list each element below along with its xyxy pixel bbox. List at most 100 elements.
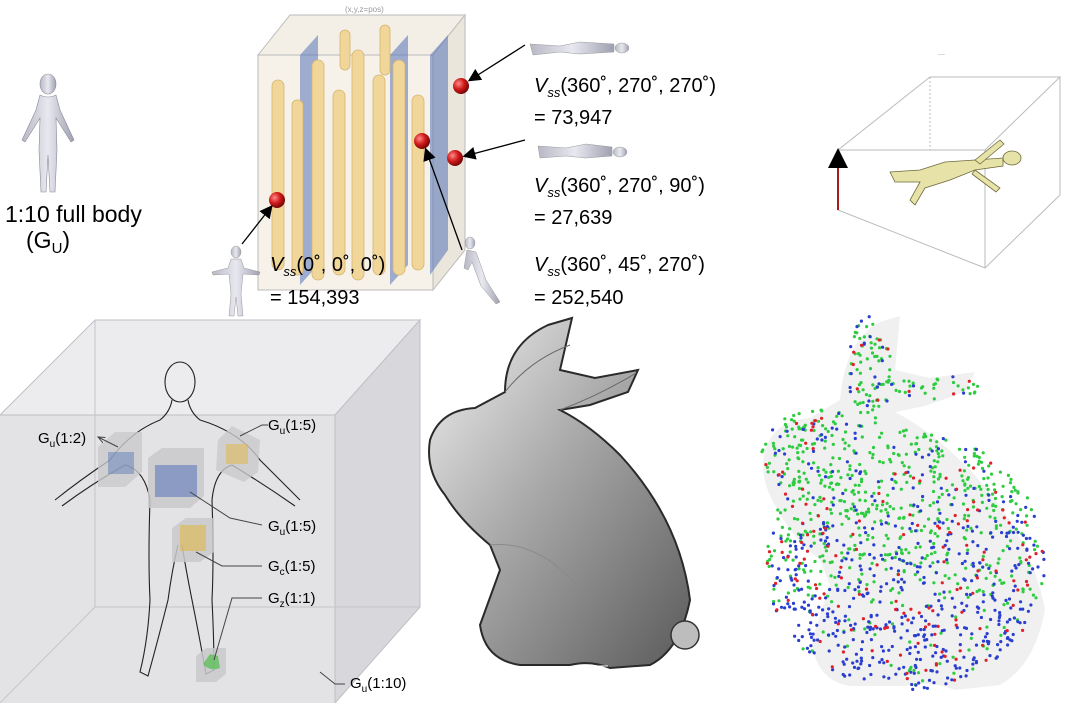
point-cloud-dot <box>765 561 769 565</box>
point-cloud-dot <box>944 438 948 442</box>
point-cloud-dot <box>809 635 814 640</box>
point-cloud-dot <box>845 644 850 648</box>
point-cloud-dot <box>978 627 982 631</box>
point-cloud-dot <box>934 662 939 666</box>
point-cloud-dot <box>822 618 826 623</box>
point-cloud-dot <box>885 582 889 586</box>
point-cloud-dot <box>861 511 865 516</box>
point-cloud-dot <box>789 576 793 580</box>
point-cloud-dot <box>936 613 940 617</box>
point-cloud-dot <box>939 631 943 635</box>
point-cloud-dot <box>960 601 964 605</box>
point-cloud-dot <box>914 452 918 456</box>
point-cloud-dot <box>998 578 1002 582</box>
point-cloud-dot <box>984 576 988 581</box>
point-cloud-dot <box>891 587 895 591</box>
point-cloud-dot <box>866 625 870 629</box>
point-cloud-dot <box>950 503 954 507</box>
point-cloud-dot <box>915 436 919 440</box>
point-cloud-dot <box>786 591 791 595</box>
point-cloud-dot <box>908 513 912 517</box>
point-cloud-dot <box>891 486 895 490</box>
point-cloud-dot <box>818 582 822 586</box>
point-cloud-dot <box>960 561 965 566</box>
point-cloud-dot <box>858 371 863 375</box>
point-cloud-dot <box>905 677 909 681</box>
point-cloud-dot <box>962 517 966 521</box>
point-cloud-dot <box>962 391 966 395</box>
point-cloud-dot <box>927 606 931 610</box>
point-cloud-dot <box>817 473 822 477</box>
point-cloud-dot <box>1033 548 1037 552</box>
point-cloud-dot <box>1002 603 1006 607</box>
point-cloud-dot <box>790 445 795 449</box>
point-cloud-dot <box>981 451 985 455</box>
point-cloud-dot <box>1021 607 1025 611</box>
point-cloud-dot <box>922 634 926 639</box>
point-cloud-dot <box>944 682 948 686</box>
point-cloud-dot <box>902 570 906 574</box>
point-cloud-dot <box>775 608 779 612</box>
point-cloud-dot <box>966 386 971 390</box>
point-cloud-dot <box>908 640 912 644</box>
point-cloud-dot <box>1018 607 1023 611</box>
point-cloud-dot <box>777 473 781 477</box>
point-cloud-dot <box>1007 521 1011 525</box>
point-cloud-dot <box>877 491 881 496</box>
point-cloud-dot <box>897 667 901 671</box>
point-cloud-dot <box>880 658 884 662</box>
point-cloud-dot <box>880 522 884 526</box>
point-cloud-dot <box>993 574 997 578</box>
point-cloud-dot <box>856 402 860 406</box>
point-cloud-dot <box>914 529 918 533</box>
point-cloud-dot <box>912 668 916 673</box>
point-cloud-dot <box>972 466 976 470</box>
point-cloud-dot <box>883 553 888 557</box>
point-cloud-dot <box>827 475 831 479</box>
point-cloud-dot <box>843 619 847 623</box>
vss-label-0-0-0: Vss(0˚, 0˚, 0˚) <box>270 254 385 279</box>
point-cloud-dot <box>855 387 859 391</box>
point-cloud-dot <box>928 503 932 508</box>
point-cloud-dot <box>778 435 782 439</box>
point-cloud-dot <box>933 592 937 596</box>
point-cloud-dot <box>805 497 809 501</box>
point-cloud-dot <box>936 452 940 456</box>
point-cloud-dot <box>988 515 992 519</box>
point-cloud-dot <box>1016 588 1020 592</box>
point-cloud-dot <box>1010 499 1014 503</box>
point-cloud-dot <box>770 564 774 568</box>
point-cloud-dot <box>876 398 880 402</box>
point-cloud-dot <box>864 531 868 535</box>
point-cloud-dot <box>780 540 784 544</box>
point-cloud-dot <box>993 598 997 602</box>
point-cloud-dot <box>825 521 830 525</box>
point-cloud-dot <box>868 394 872 398</box>
point-cloud-dot <box>908 503 913 507</box>
point-cloud-dot <box>805 446 809 451</box>
point-cloud-dot <box>911 513 915 517</box>
point-cloud-dot <box>1021 587 1025 592</box>
point-cloud-dot <box>1002 516 1006 520</box>
point-cloud-dot <box>981 600 985 604</box>
region-box-foot <box>196 648 226 682</box>
point-cloud-dot <box>845 657 849 661</box>
point-cloud-dot <box>930 449 934 453</box>
point-cloud-dot <box>1024 579 1029 584</box>
point-cloud-dot <box>908 474 913 478</box>
point-cloud-dot <box>840 559 844 563</box>
point-cloud-dot <box>862 552 866 556</box>
point-cloud-dot <box>995 655 999 659</box>
point-cloud-dot <box>924 604 929 609</box>
point-cloud-dot <box>1023 520 1027 524</box>
point-cloud-dot <box>965 586 970 590</box>
point-cloud-dot <box>872 404 876 408</box>
point-cloud-dot <box>1012 485 1016 489</box>
point-cloud-dot <box>860 477 864 481</box>
point-cloud-dot <box>863 490 868 494</box>
point-cloud-dot <box>865 630 869 635</box>
point-cloud-dot <box>829 481 834 485</box>
point-cloud-dot <box>869 341 873 345</box>
point-cloud-dot <box>858 498 862 502</box>
point-cloud-dot <box>993 496 998 501</box>
